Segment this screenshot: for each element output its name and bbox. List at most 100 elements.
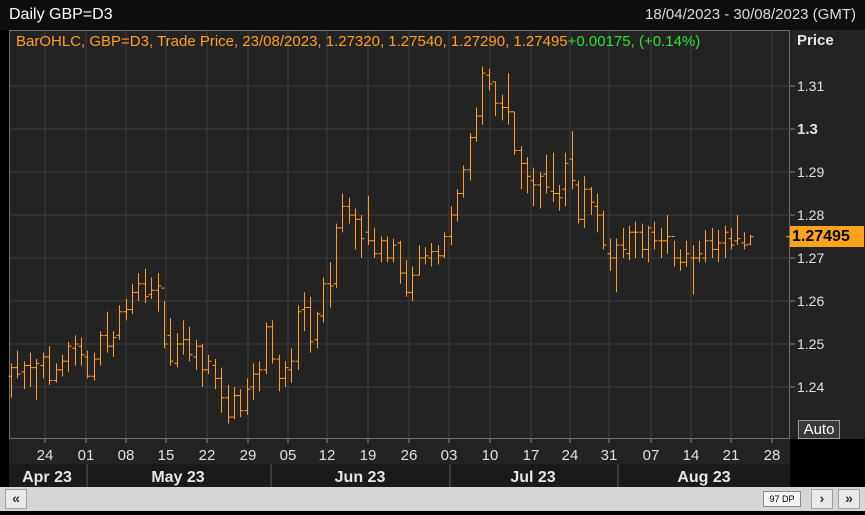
- ohlc-bar: [499, 94, 506, 121]
- x-tick-label: 01: [78, 447, 95, 464]
- ohlc-bar: [390, 238, 397, 263]
- ohlc-bar: [46, 346, 53, 385]
- y-tick-label: 1.29: [797, 164, 824, 180]
- ohlc-bar: [358, 215, 365, 258]
- ohlc-bar: [702, 230, 709, 263]
- last-price-marker: 1.27495: [790, 226, 864, 247]
- x-tick-label: 28: [764, 447, 781, 464]
- x-tick-label: 26: [401, 447, 418, 464]
- ohlc-bar: [594, 193, 601, 233]
- month-axis: [9, 464, 790, 487]
- ohlc-bar: [696, 240, 703, 263]
- y-tick-label: 1.25: [797, 336, 824, 352]
- ohlc-bar: [543, 154, 550, 194]
- y-tick-label: 1.31: [797, 78, 824, 94]
- ohlc-bar: [320, 277, 327, 323]
- ohlc-bar: [256, 361, 263, 392]
- plot-area[interactable]: [9, 30, 790, 439]
- title-bar: Daily GBP=D3 18/04/2023 - 30/08/2023 (GM…: [0, 0, 865, 30]
- ohlc-bar: [709, 227, 716, 258]
- ohlc-bar: [116, 305, 123, 340]
- ohlc-bar: [21, 361, 28, 390]
- x-tick-label: 29: [240, 447, 257, 464]
- ohlc-bar: [314, 311, 321, 349]
- auto-scale-button[interactable]: Auto: [798, 420, 840, 439]
- ohlc-bar: [416, 245, 423, 276]
- ohlc-bar: [467, 133, 474, 181]
- ohlc-bar: [492, 81, 499, 117]
- ohlc-bar: [237, 389, 244, 418]
- ohlc-bar: [104, 311, 111, 353]
- ohlc-bar: [27, 352, 34, 387]
- ohlc-bar: [225, 384, 232, 424]
- x-tick-label: 19: [360, 447, 377, 464]
- x-tick-label: 05: [280, 447, 297, 464]
- ohlc-bar: [307, 296, 314, 353]
- ohlc-bar: [632, 221, 639, 258]
- ohlc-bar: [123, 298, 130, 321]
- ohlc-bar: [683, 240, 690, 267]
- ohlc-bar: [327, 262, 334, 308]
- ohlc-bar: [301, 292, 308, 332]
- chart-title: Daily GBP=D3: [9, 6, 113, 23]
- scroll-bar[interactable]: « › » 97 DP: [0, 487, 865, 511]
- ohlc-bar: [186, 326, 193, 362]
- ohlc-bar: [575, 180, 582, 224]
- ohlc-bar: [690, 245, 697, 295]
- date-range[interactable]: 18/04/2023 - 30/08/2023 (GMT): [645, 6, 856, 23]
- ohlc-bar: [530, 167, 537, 207]
- ohlc-bar: [339, 193, 346, 233]
- month-label: Jun 23: [335, 469, 386, 486]
- x-tick-label: 31: [601, 447, 618, 464]
- ohlc-bar: [84, 350, 91, 379]
- ohlc-bar: [403, 260, 410, 297]
- ohlc-bar: [288, 348, 295, 383]
- ohlc-bar: [129, 283, 136, 314]
- ohlc-bar: [263, 322, 270, 375]
- ohlc-bar: [422, 247, 429, 265]
- ohlc-bar: [537, 172, 544, 209]
- ohlc-bar: [734, 215, 741, 246]
- chevron-right-icon[interactable]: ›: [811, 489, 833, 509]
- ohlc-bar: [110, 331, 117, 357]
- price-change: +0.00175, (+0.14%): [567, 33, 701, 50]
- ohlc-bar: [365, 195, 372, 246]
- ohlc-bar: [607, 238, 614, 271]
- ohlc-bar: [193, 339, 200, 370]
- ohlc-bar: [295, 305, 302, 370]
- info-line: BarOHLC, GBP=D3, Trade Price, 23/08/2023…: [16, 33, 700, 50]
- ohlc-bar: [511, 111, 518, 155]
- ohlc-bar: [384, 236, 391, 263]
- ohlc-bar: [524, 156, 531, 194]
- x-tick-label: 10: [482, 447, 499, 464]
- y-tick-label: 1.26: [797, 293, 824, 309]
- month-label: Aug 23: [677, 469, 730, 486]
- ohlc-bar: [677, 249, 684, 271]
- ohlc-bar: [600, 210, 607, 250]
- month-label: Jul 23: [510, 469, 555, 486]
- ohlc-bar: [282, 361, 289, 387]
- double-chevron-right-icon[interactable]: »: [838, 489, 860, 509]
- ohlc-bar: [135, 273, 142, 301]
- double-chevron-left-icon[interactable]: «: [5, 489, 27, 509]
- x-tick-label: 21: [723, 447, 740, 464]
- x-tick-label: 03: [441, 447, 458, 464]
- date-axis[interactable]: [9, 439, 790, 464]
- ohlc-bar: [435, 245, 442, 265]
- ohlc-bar: [715, 230, 722, 263]
- ohlc-bar: [8, 363, 15, 398]
- ohlc-bar: [167, 318, 174, 366]
- ohlc-bar: [639, 223, 646, 258]
- y-tick-label: 1.3: [797, 121, 818, 138]
- y-tick-label: 1.28: [797, 207, 824, 223]
- ohlc-bar: [645, 225, 652, 263]
- ohlc-bar: [569, 131, 576, 190]
- ohlc-bar: [626, 225, 633, 261]
- ohlc-bar: [651, 221, 658, 250]
- ohlc-bar: [613, 238, 620, 293]
- ohlc-bar: [231, 387, 238, 420]
- ohlc-bar: [155, 273, 162, 312]
- ohlc-bar: [276, 354, 283, 392]
- ohlc-bar: [556, 184, 563, 211]
